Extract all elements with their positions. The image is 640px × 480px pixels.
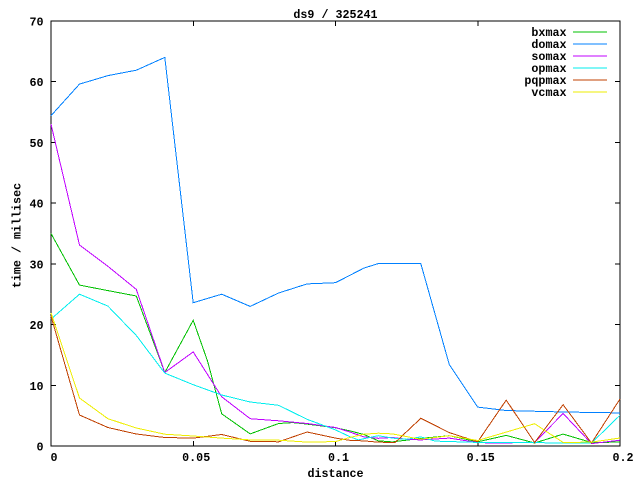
svg-text:0.1: 0.1 — [328, 451, 349, 465]
svg-text:30: 30 — [29, 258, 43, 272]
svg-text:vcmax: vcmax — [531, 86, 566, 100]
svg-text:70: 70 — [29, 16, 43, 30]
svg-text:opmax: opmax — [531, 62, 566, 76]
svg-text:pqpmax: pqpmax — [524, 74, 566, 88]
svg-text:0.2: 0.2 — [612, 451, 633, 465]
svg-text:10: 10 — [29, 380, 43, 394]
svg-text:0.15: 0.15 — [467, 451, 495, 465]
svg-text:0: 0 — [50, 451, 57, 465]
svg-text:60: 60 — [29, 76, 43, 90]
svg-text:40: 40 — [29, 198, 43, 212]
svg-text:20: 20 — [29, 319, 43, 333]
svg-text:time / millisec: time / millisec — [11, 183, 25, 288]
svg-text:domax: domax — [531, 38, 566, 52]
svg-text:bxmax: bxmax — [531, 26, 566, 40]
svg-text:0.05: 0.05 — [182, 451, 210, 465]
svg-text:50: 50 — [29, 137, 43, 151]
svg-text:0: 0 — [36, 441, 43, 455]
svg-text:ds9 / 325241: ds9 / 325241 — [293, 8, 377, 22]
svg-text:distance: distance — [307, 467, 363, 480]
svg-text:somax: somax — [531, 50, 566, 64]
